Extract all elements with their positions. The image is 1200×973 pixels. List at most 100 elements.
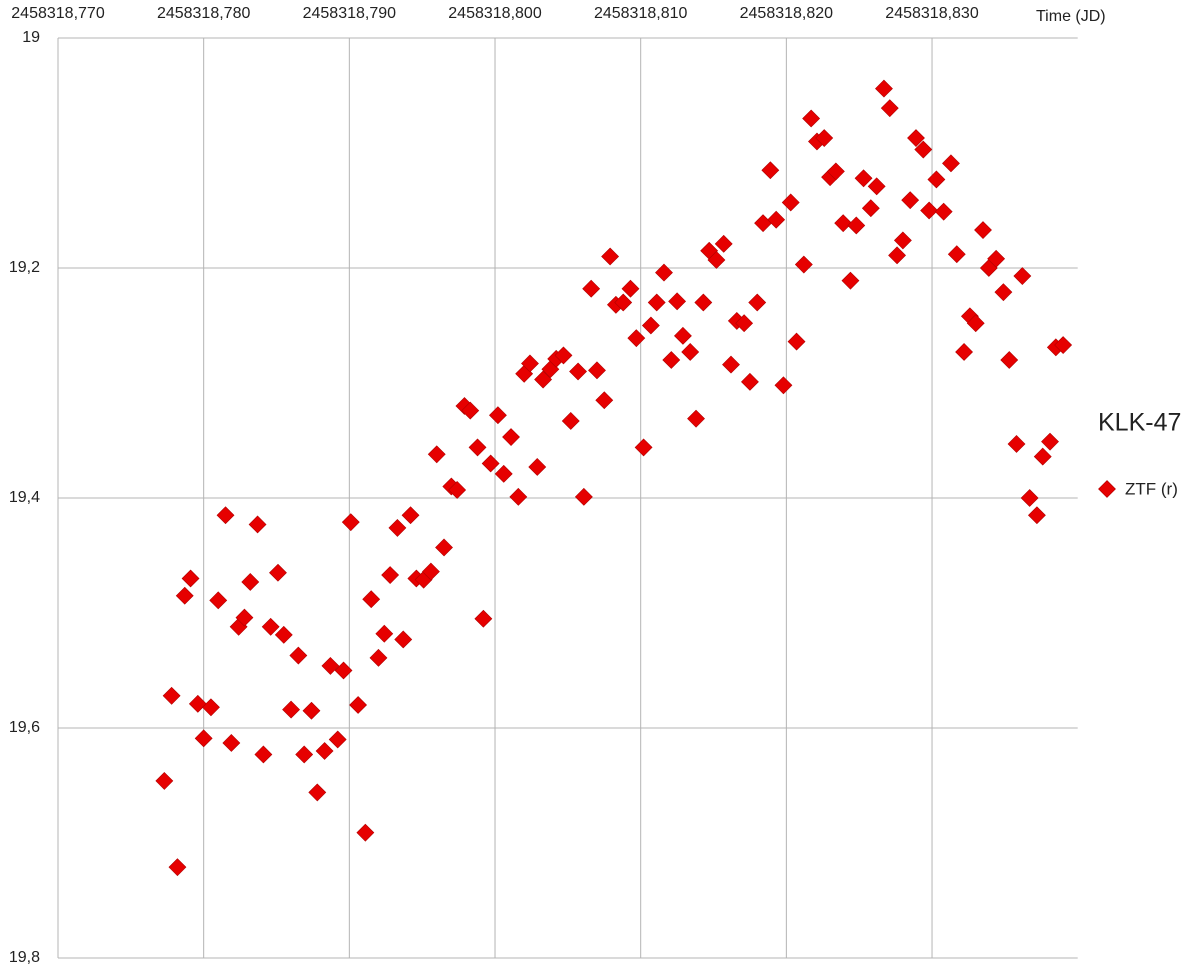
data-point	[627, 329, 646, 348]
data-point	[569, 362, 587, 381]
data-point	[668, 292, 687, 311]
y-tick-label: 19,6	[9, 719, 40, 736]
y-tick-label: 19,8	[9, 949, 40, 966]
data-point	[534, 370, 553, 389]
data-point	[714, 234, 733, 253]
data-point	[401, 506, 420, 525]
data-point	[767, 210, 786, 229]
data-point	[955, 343, 974, 361]
data-point	[554, 346, 573, 365]
data-point	[722, 355, 740, 374]
x-axis-title: Time (JD)	[1036, 8, 1106, 25]
data-point	[867, 177, 886, 196]
data-point	[461, 401, 480, 420]
data-point	[1041, 432, 1059, 451]
data-point	[647, 293, 666, 312]
data-point	[308, 783, 327, 802]
marks-layer	[155, 79, 1073, 877]
data-point	[787, 332, 806, 351]
y-tick-label: 19	[22, 29, 40, 46]
data-point	[901, 191, 920, 210]
data-point	[494, 464, 513, 483]
data-point	[194, 729, 213, 748]
data-point	[920, 201, 939, 220]
data-point	[994, 283, 1013, 302]
data-point	[1000, 351, 1019, 369]
data-point	[634, 438, 653, 457]
data-point	[880, 99, 899, 118]
data-point	[168, 858, 187, 877]
x-tick-label: 2458318,780	[157, 5, 251, 22]
x-tick-label: 2458318,770	[11, 5, 105, 22]
data-point	[1027, 506, 1046, 525]
data-point	[388, 518, 407, 537]
data-point	[289, 646, 308, 665]
data-point	[595, 391, 614, 410]
data-point	[427, 445, 446, 464]
data-point	[334, 661, 353, 680]
data-point	[847, 216, 866, 235]
data-point	[261, 617, 280, 636]
data-point	[802, 109, 821, 128]
y-tick-label: 19,2	[9, 259, 40, 276]
data-point	[815, 129, 834, 147]
data-point	[761, 161, 780, 180]
data-point	[1013, 267, 1032, 285]
data-point	[826, 162, 845, 181]
x-tick-label: 2458318,820	[740, 5, 834, 22]
data-point	[834, 214, 853, 233]
data-point	[987, 249, 1006, 268]
x-tick-label: 2458318,790	[303, 5, 397, 22]
data-point	[927, 170, 946, 189]
data-point	[875, 79, 893, 98]
data-point	[474, 609, 493, 628]
data-point	[841, 271, 860, 290]
data-point	[448, 481, 467, 499]
data-point	[888, 246, 906, 265]
data-point	[528, 458, 547, 476]
data-point	[893, 231, 912, 250]
data-point	[328, 730, 347, 749]
legend-marker	[1098, 480, 1116, 498]
data-point	[175, 586, 194, 605]
data-point	[381, 566, 400, 584]
data-point	[662, 351, 681, 369]
data-point	[1033, 447, 1052, 466]
data-point	[502, 428, 520, 446]
data-point	[315, 742, 334, 760]
data-point	[681, 343, 700, 361]
data-point	[369, 648, 388, 667]
data-point	[655, 263, 673, 282]
data-point	[614, 293, 633, 312]
data-point	[907, 129, 925, 147]
x-tick-label: 2458318,800	[448, 5, 542, 22]
data-point	[574, 487, 593, 506]
x-tick-label: 2458318,810	[594, 5, 688, 22]
data-point	[947, 245, 966, 264]
data-point	[162, 686, 181, 705]
data-point	[349, 696, 368, 714]
data-point	[914, 140, 933, 159]
data-point	[202, 698, 220, 717]
data-point	[241, 573, 260, 591]
data-point	[341, 513, 360, 532]
data-point	[509, 487, 528, 506]
data-point	[966, 314, 985, 333]
data-point	[942, 154, 960, 173]
data-point	[321, 656, 340, 675]
data-point	[854, 169, 873, 188]
data-point	[295, 745, 314, 764]
data-point	[794, 255, 813, 274]
data-point	[375, 624, 394, 643]
data-point	[707, 251, 726, 269]
data-point	[748, 293, 767, 312]
data-point	[694, 293, 713, 312]
data-point	[302, 701, 321, 720]
data-point	[974, 221, 992, 239]
data-point	[468, 438, 487, 457]
data-point	[674, 326, 692, 345]
data-point	[362, 590, 381, 609]
data-point	[934, 202, 953, 221]
